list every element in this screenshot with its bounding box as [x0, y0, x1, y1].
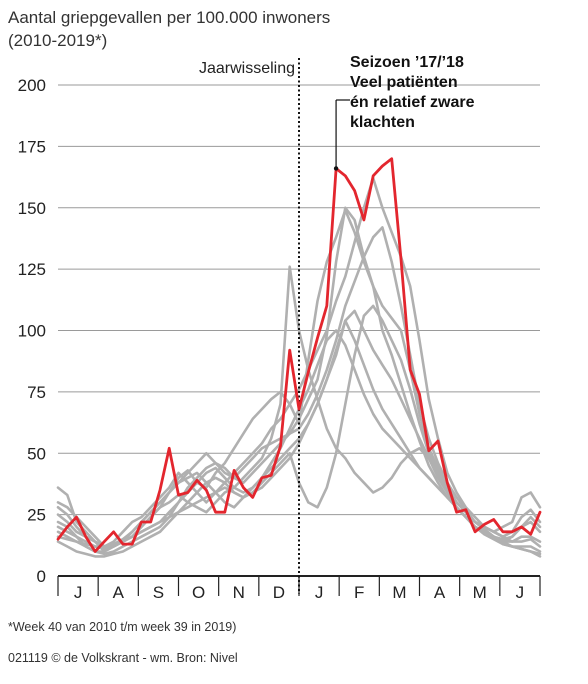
month-label: O: [192, 583, 205, 602]
y-tick-label: 75: [27, 383, 46, 402]
y-tick-label: 150: [18, 199, 46, 218]
footnote: *Week 40 van 2010 t/m week 39 in 2019): [8, 620, 237, 634]
gridlines: [58, 84, 540, 516]
y-axis-ticks: 0 25 50 75 100 125 150 175 200: [18, 76, 46, 586]
month-label: N: [233, 583, 245, 602]
month-label: A: [434, 583, 446, 602]
month-label: J: [315, 583, 324, 602]
season-line-4: [56, 206, 542, 556]
month-label: J: [74, 583, 83, 602]
chart-title: Aantal griepgevallen per 100.000 inwoner…: [8, 6, 330, 52]
y-tick-label: 175: [18, 137, 46, 156]
y-tick-label: 50: [27, 444, 46, 463]
month-label: J: [516, 583, 525, 602]
y-tick-label: 200: [18, 76, 46, 95]
season-line-2: [56, 177, 542, 548]
month-label: F: [354, 583, 364, 602]
callout-point: [333, 166, 339, 171]
year-change-marker: Jaarwisseling: [199, 58, 300, 594]
source-credit: 021119 © de Volkskrant - wm. Bron: Nivel: [8, 651, 238, 665]
season-callout: Seizoen ’17/’18 Veel patiënten én relatief…: [333, 54, 475, 171]
callout-text-line: én relatief zware: [350, 94, 475, 111]
callout-text-line: Veel patiënten: [350, 74, 458, 91]
month-label: D: [273, 583, 285, 602]
chart-subtitle: (2010-2019*): [8, 31, 108, 50]
y-tick-label: 25: [27, 506, 46, 525]
month-label: M: [392, 583, 406, 602]
y-tick-label: 100: [18, 322, 46, 341]
month-label: M: [473, 583, 487, 602]
flu-cases-line-chart: 0 25 50 75 100 125 150 175 200 J A S O N D J F M A M J Jaar…: [18, 54, 542, 602]
highlighted-season-line: [56, 157, 542, 553]
callout-text-line: klachten: [350, 114, 415, 131]
y-tick-label: 0: [37, 567, 46, 586]
callout-text-line: Seizoen ’17/’18: [350, 54, 464, 71]
month-label: S: [153, 583, 164, 602]
year-change-label: Jaarwisseling: [199, 60, 295, 77]
highlighted-season: [56, 157, 542, 553]
y-tick-label: 125: [18, 260, 46, 279]
month-label: A: [113, 583, 125, 602]
chart-title-line1: Aantal griepgevallen per 100.000 inwoner…: [8, 8, 331, 27]
